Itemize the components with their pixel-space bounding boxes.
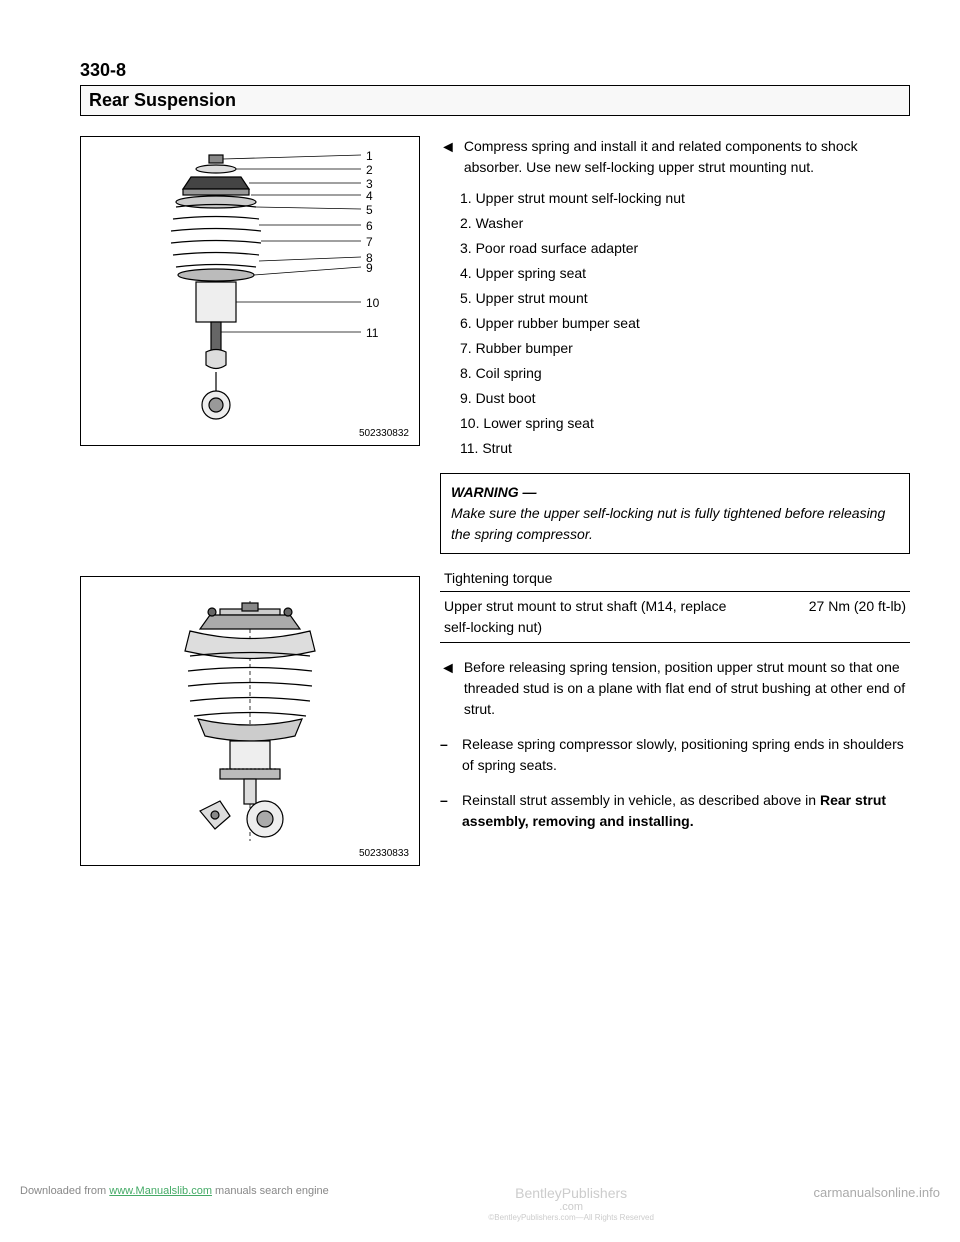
callout-7: 7 (366, 235, 373, 249)
torque-item: Upper strut mount to strut shaft (M14, r… (444, 596, 744, 638)
dash-icon: – (440, 790, 454, 832)
footer-center: BentleyPublishers .com ©BentleyPublisher… (488, 1185, 654, 1222)
part-item: 9. Dust boot (460, 388, 910, 409)
dash-icon: – (440, 734, 454, 776)
page-footer: Downloaded from www.Manualslib.com manua… (20, 1185, 940, 1222)
section-header: Rear Suspension (80, 85, 910, 116)
part-item: 10. Lower spring seat (460, 413, 910, 434)
step-1: Before releasing spring tension, positio… (464, 657, 910, 720)
figure-2-id: 502330833 (359, 848, 409, 859)
part-item: 1. Upper strut mount self-locking nut (460, 188, 910, 209)
part-item: 7. Rubber bumper (460, 338, 910, 359)
step-3: Reinstall strut assembly in vehicle, as … (462, 790, 910, 832)
callout-9: 9 (366, 261, 373, 275)
parts-list: 1. Upper strut mount self-locking nut 2.… (460, 188, 910, 459)
callout-11: 11 (366, 326, 378, 340)
callout-10: 10 (366, 296, 379, 310)
arrow-icon: ◄ (440, 136, 456, 178)
step-2: Release spring compressor slowly, positi… (462, 734, 910, 776)
callout-2: 2 (366, 163, 373, 177)
page-number: 330-8 (80, 60, 910, 81)
callout-1: 1 (366, 149, 373, 163)
part-item: 5. Upper strut mount (460, 288, 910, 309)
part-item: 3. Poor road surface adapter (460, 238, 910, 259)
callout-4: 4 (366, 189, 373, 203)
footer-right: carmanualsonline.info (814, 1185, 940, 1222)
footer-link[interactable]: www.Manualslib.com (109, 1185, 212, 1197)
callout-5: 5 (366, 203, 373, 217)
footer-left: Downloaded from www.Manualslib.com manua… (20, 1185, 329, 1222)
part-item: 4. Upper spring seat (460, 263, 910, 284)
torque-table: Upper strut mount to strut shaft (M14, r… (440, 591, 910, 643)
part-item: 6. Upper rubber bumper seat (460, 313, 910, 334)
strut-exploded-icon (101, 147, 401, 427)
figure-1: 1 2 3 4 5 6 7 8 9 10 11 502330832 (80, 136, 420, 446)
part-item: 11. Strut (460, 438, 910, 459)
torque-title: Tightening torque (440, 568, 910, 589)
strut-assembled-icon (160, 601, 340, 841)
figure-1-id: 502330832 (359, 428, 409, 439)
figure-2: 502330833 (80, 576, 420, 866)
intro-text: Compress spring and install it and relat… (464, 136, 910, 178)
torque-value: 27 Nm (20 ft-lb) (809, 596, 906, 638)
warning-box: WARNING — Make sure the upper self-locki… (440, 473, 910, 554)
callout-6: 6 (366, 219, 373, 233)
part-item: 8. Coil spring (460, 363, 910, 384)
warning-title: WARNING — (451, 482, 899, 503)
arrow-icon: ◄ (440, 657, 456, 720)
warning-text: Make sure the upper self-locking nut is … (451, 503, 899, 545)
part-item: 2. Washer (460, 213, 910, 234)
